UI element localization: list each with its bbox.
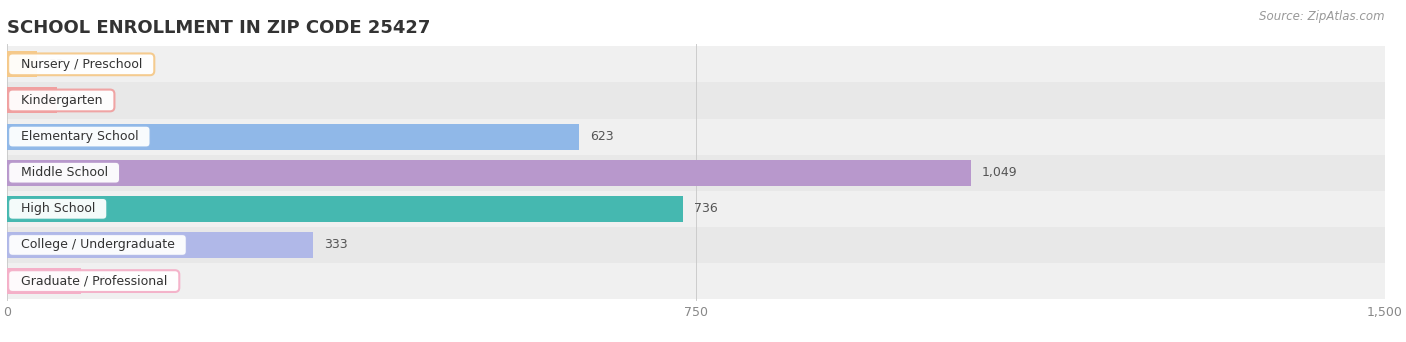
Text: High School: High School (13, 202, 103, 215)
Text: Source: ZipAtlas.com: Source: ZipAtlas.com (1260, 10, 1385, 23)
Bar (7, 227, 1385, 263)
Bar (7, 263, 1385, 299)
Bar (7, 160, 970, 186)
Text: 623: 623 (591, 130, 614, 143)
Text: Elementary School: Elementary School (13, 130, 146, 143)
Bar (7, 232, 314, 258)
Bar (7, 46, 1385, 82)
Text: 33: 33 (48, 58, 65, 71)
Bar (7, 155, 1385, 191)
Bar (7, 123, 579, 149)
Text: Graduate / Professional: Graduate / Professional (13, 275, 174, 288)
Text: Kindergarten: Kindergarten (13, 94, 110, 107)
Bar (7, 191, 1385, 227)
Text: Nursery / Preschool: Nursery / Preschool (13, 58, 150, 71)
Bar (7, 88, 56, 114)
Text: 736: 736 (695, 202, 718, 215)
Text: 333: 333 (323, 238, 347, 251)
Bar (7, 51, 38, 77)
Bar (7, 82, 1385, 119)
Text: 81: 81 (93, 275, 108, 288)
Bar (7, 119, 1385, 155)
Text: 1,049: 1,049 (981, 166, 1018, 179)
Bar (7, 268, 82, 294)
Text: Middle School: Middle School (13, 166, 115, 179)
Text: College / Undergraduate: College / Undergraduate (13, 238, 183, 251)
Text: 54: 54 (67, 94, 83, 107)
Text: SCHOOL ENROLLMENT IN ZIP CODE 25427: SCHOOL ENROLLMENT IN ZIP CODE 25427 (7, 19, 430, 37)
Bar (7, 196, 683, 222)
